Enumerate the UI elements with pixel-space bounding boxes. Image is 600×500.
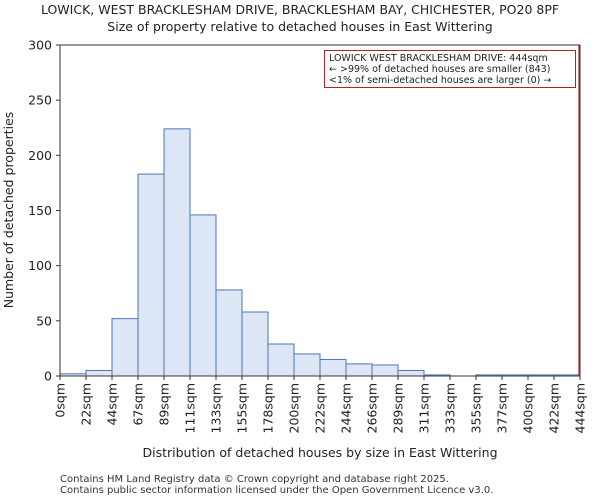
bar-67sqm: [137, 173, 165, 377]
x-tick-label: 333sqm: [443, 383, 458, 433]
x-tick-label: 400sqm: [521, 383, 536, 433]
x-tick-label: 200sqm: [287, 383, 302, 433]
x-tick-label: 178sqm: [261, 383, 276, 433]
x-tick-label: 89sqm: [157, 383, 172, 426]
bars-group: [59, 128, 581, 377]
bar-111sqm: [189, 214, 217, 377]
bar-22sqm: [85, 369, 113, 377]
bar-289sqm: [397, 369, 425, 377]
x-tick-label: 155sqm: [235, 383, 250, 433]
x-axis-label: Distribution of detached houses by size …: [142, 445, 497, 460]
annotation-line-1: LOWICK WEST BRACKLESHAM DRIVE: 444sqm: [329, 53, 548, 64]
x-tick-label: 289sqm: [391, 383, 406, 433]
x-tick-label: 377sqm: [495, 383, 510, 433]
x-tick-label: 22sqm: [79, 383, 94, 426]
x-tick-label: 422sqm: [547, 383, 562, 433]
annotation-line-3: <1% of semi-detached houses are larger (…: [329, 75, 552, 86]
bar-155sqm: [241, 311, 269, 377]
x-tick-label: 444sqm: [573, 383, 588, 433]
bar-266sqm: [371, 364, 399, 377]
x-tick-label: 133sqm: [209, 383, 224, 433]
x-tick-label: 67sqm: [131, 383, 146, 426]
x-tick-label: 311sqm: [417, 383, 432, 433]
plot-frame: [59, 44, 581, 377]
y-axis-ticks: 0 50 100 150 200 250 300: [28, 38, 60, 384]
chart-subtitle: Size of property relative to detached ho…: [107, 19, 493, 34]
bar-222sqm: [319, 358, 347, 377]
x-tick-label: 111sqm: [183, 383, 198, 433]
y-tick-label: 50: [36, 313, 52, 328]
bar-44sqm: [111, 318, 139, 377]
x-tick-label: 266sqm: [365, 383, 380, 433]
x-tick-label: 0sqm: [53, 383, 68, 418]
y-tick-label: 250: [28, 93, 52, 108]
x-tick-label: 355sqm: [469, 383, 484, 433]
bar-200sqm: [293, 353, 321, 377]
y-tick-label: 300: [28, 38, 52, 53]
bar-244sqm: [345, 363, 373, 377]
y-tick-label: 0: [44, 369, 52, 384]
x-axis-ticks: 0sqm 22sqm 44sqm 67sqm 89sqm 111sqm 133sqm 155s…: [53, 376, 588, 433]
bar-178sqm: [267, 343, 295, 377]
bar-133sqm: [215, 289, 243, 377]
y-tick-label: 100: [28, 258, 52, 273]
y-axis-label: Number of detached properties: [1, 112, 16, 309]
footer-copyright: Contains HM Land Registry data © Crown c…: [60, 474, 449, 485]
y-tick-label: 200: [28, 148, 52, 163]
y-tick-label: 150: [28, 203, 52, 218]
annotation-box: LOWICK WEST BRACKLESHAM DRIVE: 444sqm ← …: [324, 50, 576, 88]
annotation-line-2: ← >99% of detached houses are smaller (8…: [329, 64, 551, 75]
x-tick-label: 222sqm: [313, 383, 328, 433]
footer-licence: Contains public sector information licen…: [60, 485, 494, 496]
x-tick-label: 244sqm: [339, 383, 354, 433]
bar-89sqm: [163, 128, 191, 377]
x-tick-label: 44sqm: [105, 383, 120, 426]
page-title: LOWICK, WEST BRACKLESHAM DRIVE, BRACKLES…: [40, 2, 560, 17]
